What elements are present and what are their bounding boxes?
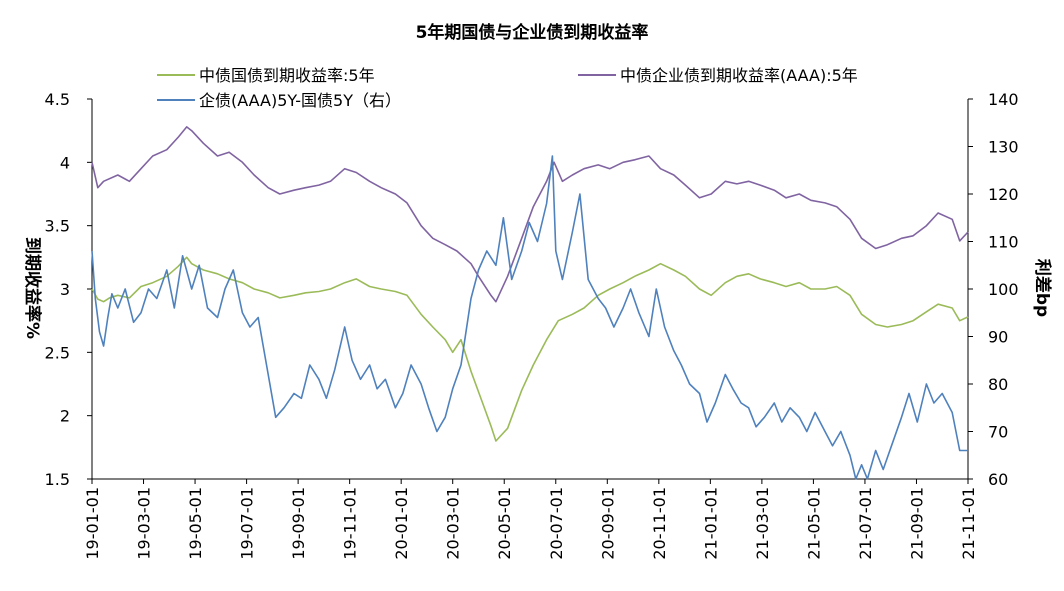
x-tick-label: 21-07-01: [856, 487, 875, 560]
x-tick-label: 21-11-01: [959, 487, 978, 560]
x-tick-label: 20-05-01: [495, 487, 514, 560]
plot-lines: [91, 126, 969, 480]
y-right-tick-label: 80: [988, 375, 1008, 394]
y-axis-right-label: 利差bp: [1032, 259, 1053, 317]
y-left-tick-label: 3.5: [45, 217, 70, 236]
x-tick-label: 21-03-01: [753, 487, 772, 560]
x-tick-label: 19-01-01: [83, 487, 102, 560]
y-left-tick-label: 4: [60, 153, 70, 172]
x-tick-label: 21-09-01: [907, 487, 926, 560]
y-right-tick-label: 70: [988, 423, 1008, 442]
legend-label-0: 中债国债到期收益率:5年: [199, 66, 375, 85]
x-tick-label: 19-07-01: [238, 487, 257, 560]
y-right-tick-label: 120: [988, 185, 1019, 204]
x-tick-label: 20-09-01: [598, 487, 617, 560]
x-tick-label: 21-05-01: [804, 487, 823, 560]
y-axis-left-label: 到期收益率%: [22, 237, 43, 339]
series-line-1: [91, 126, 969, 303]
y-right-tick-label: 140: [988, 90, 1019, 109]
y-left-tick-label: 3: [60, 280, 70, 299]
x-tick-label: 20-03-01: [444, 487, 463, 560]
series-line-0: [91, 256, 969, 442]
x-tick-label: 21-01-01: [701, 487, 720, 560]
legend-label-2: 企债(AAA)5Y-国债5Y（右）: [199, 91, 401, 110]
chart-title: 5年期国债与企业债到期收益率: [416, 22, 649, 43]
legend: 中债国债到期收益率:5年 中债企业债到期收益率(AAA):5年 企债(AAA)5…: [157, 66, 858, 110]
y-right-tick-label: 100: [988, 280, 1019, 299]
x-tick-label: 19-09-01: [289, 487, 308, 560]
y-right-tick-label: 130: [988, 138, 1019, 157]
y-left-tick-label: 4.5: [45, 90, 70, 109]
y-left-tick-label: 2: [60, 407, 70, 426]
y-right-tick-label: 90: [988, 328, 1008, 347]
x-tick-label: 20-11-01: [650, 487, 669, 560]
y-left-tick-label: 2.5: [45, 343, 70, 362]
x-tick-label: 19-11-01: [341, 487, 360, 560]
x-tick-label: 20-07-01: [547, 487, 566, 560]
y-right-tick-label: 60: [988, 470, 1008, 489]
x-tick-label: 19-05-01: [186, 487, 205, 560]
x-tick-label: 20-01-01: [392, 487, 411, 560]
series-line-2: [91, 155, 968, 480]
y-right-tick-label: 110: [988, 233, 1019, 252]
y-left-tick-label: 1.5: [45, 470, 70, 489]
tick-labels: 1.5 2 2.5 3 3.5 4 4.5 60 70 80 90 100 110 120 130 140 19…: [45, 90, 1019, 560]
axes: [87, 98, 973, 484]
legend-label-1: 中债企业债到期收益率(AAA):5年: [620, 66, 858, 85]
x-tick-label: 19-03-01: [135, 487, 154, 560]
